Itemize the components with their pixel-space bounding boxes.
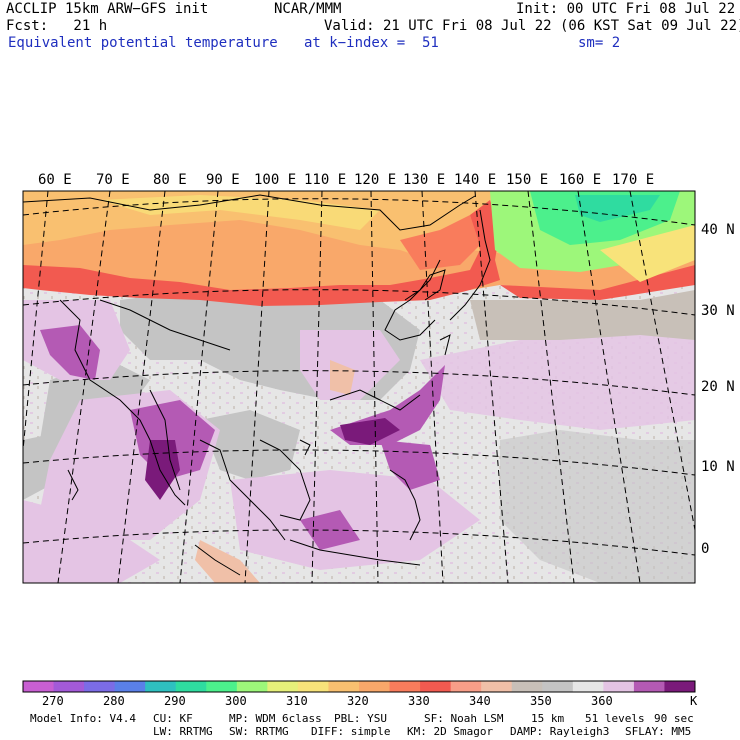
model-info-timestep: 90 sec: [654, 712, 694, 725]
colorbar-swatch: [481, 681, 513, 692]
colorbar-swatch: [633, 681, 665, 692]
colorbar-swatch: [23, 681, 55, 692]
init-time: Init: 00 UTC Fri 08 Jul 22: [516, 1, 736, 17]
model-info-diff: DIFF: simple: [311, 725, 391, 738]
lat-label-10n: 10 N: [701, 459, 735, 475]
colorbar-label-340: 340: [469, 694, 491, 708]
model-info-mp: MP: WDM 6class: [229, 712, 322, 725]
lon-label-90e: 90 E: [206, 172, 240, 188]
theta-e-field: [23, 191, 695, 583]
colorbar: [22, 680, 696, 693]
lon-label-130e: 130 E: [403, 172, 446, 188]
model-info-sw: SW: RRTMG: [229, 725, 289, 738]
lon-label-70e: 70 E: [96, 172, 130, 188]
colorbar-label-270: 270: [42, 694, 64, 708]
colorbar-label-290: 290: [164, 694, 186, 708]
model-info-cu: CU: KF: [153, 712, 193, 725]
model-info-km: KM: 2D Smagor: [407, 725, 494, 738]
colorbar-swatch: [603, 681, 635, 692]
model-info-resolution: 15 km: [531, 712, 565, 725]
colorbar-unit: K: [690, 694, 698, 708]
colorbar-swatch: [53, 681, 85, 692]
lon-label-140e: 140 E: [454, 172, 497, 188]
colorbar-label-350: 350: [530, 694, 552, 708]
colorbar-label-280: 280: [103, 694, 125, 708]
model-info-version: Model Info: V4.4: [30, 712, 136, 725]
colorbar-swatch: [236, 681, 268, 692]
colorbar-label-360: 360: [591, 694, 613, 708]
model-info-pbl: PBL: YSU: [334, 712, 387, 725]
model-title: ACCLIP 15km ARW−GFS init: [6, 1, 209, 17]
lat-label-30n: 30 N: [701, 303, 735, 319]
colorbar-swatch: [420, 681, 452, 692]
lon-label-110e: 110 E: [304, 172, 347, 188]
colorbar-swatch: [664, 681, 696, 692]
level-index: at k−index = 51: [304, 35, 439, 51]
colorbar-swatch: [267, 681, 299, 692]
lat-label-20n: 20 N: [701, 379, 735, 395]
model-info-sf: SF: Noah LSM: [424, 712, 504, 725]
smoothing-value: sm= 2: [578, 35, 621, 51]
colorbar-swatch: [389, 681, 421, 692]
colorbar-swatch: [328, 681, 360, 692]
lon-label-60e: 60 E: [38, 172, 72, 188]
colorbar-swatch: [84, 681, 116, 692]
graticule: [23, 191, 695, 583]
lon-label-160e: 160 E: [559, 172, 602, 188]
lon-label-100e: 100 E: [254, 172, 297, 188]
institution-label: NCAR/MMM: [274, 1, 342, 17]
colorbar-swatch: [175, 681, 207, 692]
colorbar-label-310: 310: [286, 694, 308, 708]
colorbar-label-320: 320: [347, 694, 369, 708]
lat-label-0: 0: [701, 541, 710, 557]
field-name: Equivalent potential temperature: [8, 35, 278, 51]
model-info-levels: 51 levels: [585, 712, 645, 725]
colorbar-swatch: [114, 681, 146, 692]
colorbar-swatch: [572, 681, 604, 692]
colorbar-swatch: [206, 681, 238, 692]
colorbar-swatch: [542, 681, 574, 692]
colorbar-swatch: [145, 681, 177, 692]
colorbar-frame: [22, 680, 696, 693]
colorbar-swatch: [359, 681, 391, 692]
colorbar-label-330: 330: [408, 694, 430, 708]
model-info-damp: DAMP: Rayleigh3: [510, 725, 610, 738]
lon-label-120e: 120 E: [354, 172, 397, 188]
forecast-hour: Fcst: 21 h: [6, 18, 108, 34]
lon-label-150e: 150 E: [506, 172, 549, 188]
colorbar-swatch: [450, 681, 482, 692]
coastlines: [23, 194, 491, 576]
lat-label-40n: 40 N: [701, 222, 735, 238]
model-info-lw: LW: RRTMG: [153, 725, 213, 738]
colorbar-swatch: [511, 681, 543, 692]
valid-time: Valid: 21 UTC Fri 08 Jul 22 (06 KST Sat …: [324, 18, 740, 34]
map-frame: [22, 190, 696, 584]
lon-label-170e: 170 E: [612, 172, 655, 188]
model-info-sflay: SFLAY: MM5: [625, 725, 692, 738]
lon-label-80e: 80 E: [153, 172, 187, 188]
colorbar-swatch: [297, 681, 329, 692]
colorbar-label-300: 300: [225, 694, 247, 708]
